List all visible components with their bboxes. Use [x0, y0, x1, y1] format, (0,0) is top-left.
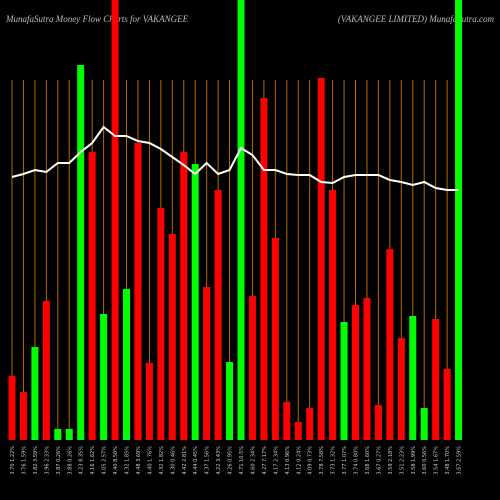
bar	[134, 143, 142, 440]
bar	[329, 190, 337, 440]
x-tick-label: 4.26 0.95%	[228, 446, 234, 475]
x-tick-label: 3.82 3.59%	[33, 446, 39, 475]
x-tick-label: 3.96 2.33%	[44, 446, 50, 475]
bar	[443, 369, 451, 440]
x-tick-label: 4.12 0.24%	[296, 446, 302, 475]
bar	[111, 0, 119, 440]
bar	[432, 319, 440, 440]
bar	[260, 98, 268, 440]
x-tick-label: 4.05 2.57%	[102, 446, 108, 475]
x-tick-label: 4.37 1.56%	[205, 446, 211, 475]
x-tick-label: 3.67 0.27%	[376, 446, 382, 475]
x-tick-label: 3.88 0.26%	[67, 446, 73, 475]
x-tick-label: 4.27 7.17%	[262, 446, 268, 475]
bar	[455, 0, 463, 440]
bar	[8, 376, 16, 440]
x-tick-label: 3.78 7.58%	[319, 446, 325, 475]
x-tick-label: 3.74 0.80%	[354, 446, 360, 475]
x-tick-label: 4.60 2.34%	[250, 446, 256, 475]
x-tick-label: 4.40 1.76%	[147, 446, 153, 475]
bar	[420, 408, 428, 440]
bar	[363, 298, 371, 440]
x-tick-label: 4.16 1.62%	[90, 446, 96, 475]
x-tick-label: 3.68 1.60%	[365, 446, 371, 475]
bar	[248, 296, 256, 440]
x-tick-label: 4.22 3.43%	[216, 446, 222, 475]
bar	[352, 305, 359, 440]
bar	[271, 238, 279, 440]
x-tick-label: 4.17 2.34%	[273, 446, 279, 475]
bar	[88, 152, 96, 440]
x-tick-label: 4.48 3.69%	[136, 446, 142, 475]
x-tick-label: 3.54 1.67%	[434, 446, 440, 475]
x-tick-label: 4.44 0.45%	[193, 446, 199, 475]
x-tick-label: 3.73 1.32%	[331, 446, 337, 475]
x-tick-label: 4.23 8.35%	[79, 446, 85, 475]
bar	[294, 422, 302, 440]
chart-subtitle: (VAKANGEE LIMITED) MunafaSutra.com	[338, 14, 495, 24]
x-tick-label: 3.48 1.70%	[445, 446, 451, 475]
bar	[168, 234, 176, 440]
x-tick-label: 3.87 0.26%	[56, 446, 62, 475]
bar	[203, 287, 211, 440]
x-tick-label: 3.77 1.07%	[342, 446, 348, 475]
bar	[226, 362, 234, 440]
x-tick-label: 4.32 1.82%	[159, 446, 165, 475]
x-tick-label: 3.59 2.18%	[388, 446, 394, 475]
chart-title: MunafaSutra Money Flow Charts for VAKANG…	[5, 14, 189, 24]
bar	[65, 429, 73, 440]
x-tick-label: 4.32 1.85%	[125, 446, 131, 475]
bar	[77, 65, 85, 440]
bar	[42, 301, 50, 440]
x-tick-label: 3.51 2.23%	[399, 446, 405, 475]
x-tick-label: 4.09 0.73%	[308, 446, 314, 475]
bar	[31, 347, 39, 440]
bar	[409, 316, 417, 440]
bar	[54, 429, 62, 440]
bar	[306, 408, 314, 440]
x-tick-label: 3.58 1.99%	[411, 446, 417, 475]
bar	[214, 190, 222, 440]
bar	[237, 0, 245, 440]
x-tick-label: 4.71 10.5%	[239, 446, 245, 475]
x-tick-label: 4.30 0.46%	[170, 446, 176, 475]
bar	[145, 363, 153, 440]
bar	[19, 392, 27, 440]
x-tick-label: 3.60 0.56%	[422, 446, 428, 475]
x-tick-label: 4.42 2.81%	[182, 446, 188, 475]
x-tick-label: 4.13 0.96%	[285, 446, 291, 475]
bar	[340, 322, 348, 440]
bar	[317, 78, 325, 440]
x-tick-label: 3.57 2.59%	[457, 446, 463, 475]
bar	[100, 314, 108, 440]
bar	[123, 289, 130, 440]
x-tick-label: 4.40 8.50%	[113, 446, 119, 475]
bar	[386, 249, 394, 440]
bar	[157, 208, 165, 440]
money-flow-line	[11, 125, 459, 191]
x-tick-label: 3.76 1.59%	[21, 446, 27, 475]
bar	[397, 338, 405, 440]
bar	[374, 405, 382, 440]
bar	[191, 164, 199, 440]
bar	[180, 152, 188, 440]
x-tick-label: 3.70 1.22%	[10, 446, 16, 475]
bar	[283, 402, 291, 440]
